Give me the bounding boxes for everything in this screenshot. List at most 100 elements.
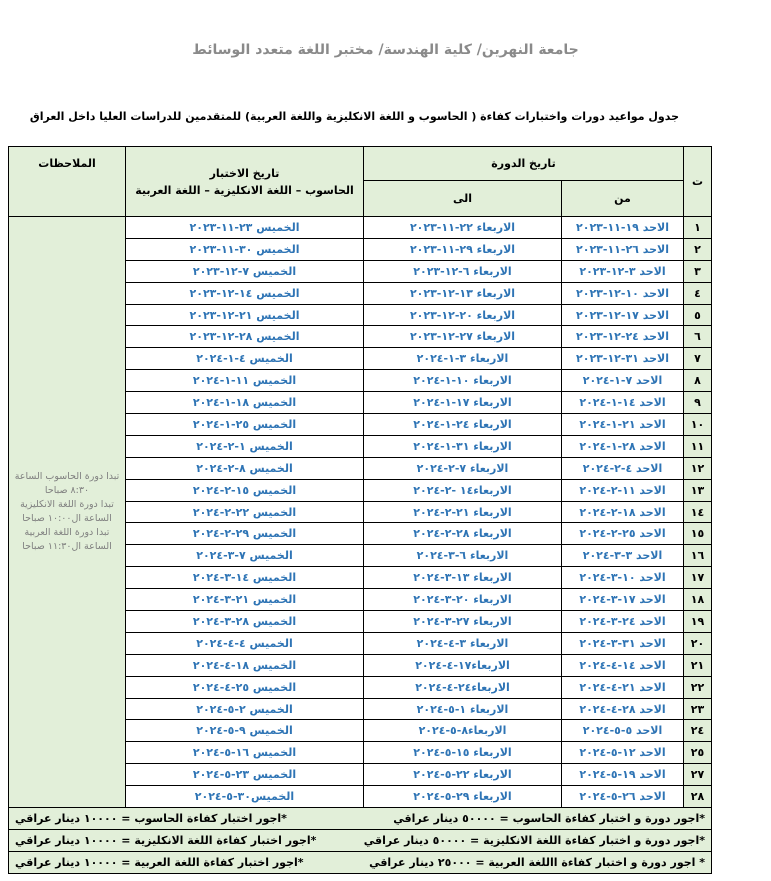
course-to: الاربعاء ٢٩-١١-٢٠٢٣ xyxy=(363,237,562,261)
exam-date: الخميس ١٥-٢-٢٠٢٤ xyxy=(125,478,364,502)
fee-text: * اجور دورة و اختبار كفاءة االلغة العربي… xyxy=(369,856,705,870)
course-from: الاحد ٢٤-٣-٢٠٢٤ xyxy=(561,610,684,633)
course-to: الاربعاء ١٧-١-٢٠٢٤ xyxy=(363,391,562,415)
fee-text: *اجور دورة و اختبار كفاءة الحاسوب = ٥٠٠٠… xyxy=(393,812,705,826)
exam-date: الخميس ٩-٥-٢٠٢٤ xyxy=(125,719,364,743)
row-number: ٥ xyxy=(683,303,712,327)
row-number: ١٢ xyxy=(683,456,712,480)
course-to: الاربعاء ٢٢-١١-٢٠٢٣ xyxy=(363,216,562,239)
course-to: الاربعاء ٦-١٢-٢٠٢٣ xyxy=(363,259,562,283)
header-from: من xyxy=(561,180,684,217)
table-row: ٧ الاحد ٣١-١٢-٢٠٢٣ الاربعاء ٣-١-٢٠٢٤ الخميس… xyxy=(9,347,712,371)
course-to: الاربعاء ٣-١-٢٠٢٤ xyxy=(363,347,562,371)
table-body: ١ الاحد ١٩-١١-٢٠٢٣ الاربعاء ٢٢-١١-٢٠٢٣ الخم… xyxy=(8,215,712,875)
row-number: ٢٨ xyxy=(683,785,712,809)
course-from: الاحد ٥-٥-٢٠٢٤ xyxy=(561,719,684,743)
table-row: ٥ الاحد ١٧-١٢-٢٠٢٣ الاربعاء ٢٠-١٢-٢٠٢٣ الخم… xyxy=(9,303,712,327)
note-line: تبدا دورة اللغة الانكليزية الساعة ال١٠:٠… xyxy=(20,499,114,525)
fee-text: *اجور دورة و اختبار كفاءة اللغة الانكليز… xyxy=(363,834,705,848)
course-from: الاحد ٤-٢-٢٠٢٤ xyxy=(561,456,684,480)
row-number: ٢٠ xyxy=(683,631,712,655)
row-number: ١٣ xyxy=(683,478,712,502)
course-to: الاربعاء ٣١-١-٢٠٢٤ xyxy=(363,434,562,458)
course-from: الاحد ٧-١-٢٠٢٤ xyxy=(561,369,684,393)
exam-date: الخميس ١٤-٣-٢٠٢٤ xyxy=(125,566,364,590)
course-from: الاحد ٢٥-٢-٢٠٢٤ xyxy=(561,522,684,546)
notes-cell: تبدا دورة الحاسوب الساعة ٨:٣٠ صباحا تبدا … xyxy=(8,215,126,809)
course-from: الاحد ٣-٣-٢٠٢٤ xyxy=(561,544,684,568)
note-line: تبدا دورة اللغة العربية الساعة ال١١:٣٠ ص… xyxy=(22,527,112,553)
course-to: الاربعاء ٧-٢-٢٠٢٤ xyxy=(363,456,562,480)
table-row: ١٢ الاحد ٤-٢-٢٠٢٤ الاربعاء ٧-٢-٢٠٢٤ الخميس … xyxy=(9,456,712,480)
row-number: ٨ xyxy=(683,369,712,393)
exam-date: الخميس ١-٢-٢٠٢٤ xyxy=(125,434,364,458)
exam-date: الخميس ٢٨-١٢-٢٠٢٣ xyxy=(125,325,364,349)
course-from: الاحد ٢٨-١-٢٠٢٤ xyxy=(561,434,684,458)
table-row: ٦ الاحد ٢٤-١٢-٢٠٢٣ الاربعاء ٢٧-١٢-٢٠٢٣ الخم… xyxy=(9,325,712,349)
subtitle: جدول مواعيد دورات واختبارات كفاءة ( الحا… xyxy=(29,110,679,123)
table-row: ١١ الاحد ٢٨-١-٢٠٢٤ الاربعاء ٣١-١-٢٠٢٤ الخمي… xyxy=(9,434,712,458)
course-to: الاربعاء ٢٤-١-٢٠٢٤ xyxy=(363,413,562,436)
course-to: الاربعاء ٢٠-١٢-٢٠٢٣ xyxy=(363,303,562,327)
fee-text: *اجور اختبار كفاءة اللغة الانكليزية = ١٠… xyxy=(15,834,317,848)
exam-date: الخميس ١٤-١٢-٢٠٢٣ xyxy=(125,281,364,305)
table-row: ٢٣ الاحد ٢٨-٤-٢٠٢٤ الاربعاء ١-٥-٢٠٢٤ الخميس… xyxy=(9,697,712,721)
course-to: الاربعاء ٢٠-٣-٢٠٢٤ xyxy=(363,588,562,612)
row-number: ١٧ xyxy=(683,566,712,590)
row-number: ٢٣ xyxy=(683,697,712,721)
course-to: الاربعاء٨-٥-٢٠٢٤ xyxy=(363,719,562,743)
exam-date: الخميس ٢٣-١١-٢٠٢٣ xyxy=(125,216,364,239)
header-course-date: تاريخ الدورة xyxy=(363,146,684,181)
header-exam: تاريخ الاختبار الحاسوب – اللغة الانكليزية… xyxy=(125,146,364,217)
course-from: الاحد ٢٦-١١-٢٠٢٣ xyxy=(561,237,684,261)
exam-date: الخميس ٢١-٣-٢٠٢٤ xyxy=(125,588,364,612)
exam-date: الخميس ٢-٥-٢٠٢٤ xyxy=(125,697,364,721)
exam-date: الخميس ٢٢-٢-٢٠٢٤ xyxy=(125,500,364,524)
row-number: ١٠ xyxy=(683,413,712,436)
course-to: الاربعاء٢٤-٤-٢٠٢٤ xyxy=(363,675,562,699)
row-number: ١٤ xyxy=(683,500,712,524)
course-from: الاحد ٣-١٢-٢٠٢٣ xyxy=(561,259,684,283)
row-number: ١١ xyxy=(683,434,712,458)
exam-date: الخميس ١٦-٥-٢٠٢٤ xyxy=(125,741,364,765)
fee-line: *اجور دورة و اختبار كفاءة اللغة الانكليز… xyxy=(15,834,705,847)
exam-date: الخميس ٧-٣-٢٠٢٤ xyxy=(125,544,364,568)
exam-date: الخميس ٢٥-٤-٢٠٢٤ xyxy=(125,675,364,699)
row-number: ٩ xyxy=(683,391,712,415)
course-from: الاحد ١٠-٣-٢٠٢٤ xyxy=(561,566,684,590)
course-from: الاحد ١١-٢-٢٠٢٤ xyxy=(561,478,684,502)
course-from: الاحد ١٤-١-٢٠٢٤ xyxy=(561,391,684,415)
exam-date: الخميس ٢٥-١-٢٠٢٤ xyxy=(125,413,364,436)
course-from: الاحد ٢١-٤-٢٠٢٤ xyxy=(561,675,684,699)
exam-date: الخميس ٨-٢-٢٠٢٤ xyxy=(125,456,364,480)
header-notes: الملاحظات xyxy=(8,146,126,217)
table-row: ٢ الاحد ٢٦-١١-٢٠٢٣ الاربعاء ٢٩-١١-٢٠٢٣ الخم… xyxy=(9,237,712,261)
course-to: الاربعاء ٢٨-٢-٢٠٢٤ xyxy=(363,522,562,546)
row-number: ٤ xyxy=(683,281,712,305)
course-to: الاربعاء ١٣-١٢-٢٠٢٣ xyxy=(363,281,562,305)
course-to: الاربعاء ٢١-٢-٢٠٢٤ xyxy=(363,500,562,524)
exam-date: الخميس ٧-١٢-٢٠٢٣ xyxy=(125,259,364,283)
fee-cell: * اجور دورة و اختبار كفاءة االلغة العربي… xyxy=(8,851,712,875)
exam-date: الخميس ٢٩-٢-٢٠٢٤ xyxy=(125,522,364,546)
exam-date: الخميس ٢٣-٥-٢٠٢٤ xyxy=(125,763,364,787)
table-row: ١٨ الاحد ١٧-٣-٢٠٢٤ الاربعاء ٢٠-٣-٢٠٢٤ الخمي… xyxy=(9,588,712,612)
course-to: الاربعاء ١٠-١-٢٠٢٤ xyxy=(363,369,562,393)
row-number: ١ xyxy=(683,216,712,239)
exam-date: الخميس ١٨-٤-٢٠٢٤ xyxy=(125,653,364,677)
exam-date: الخميس ٤-١-٢٠٢٤ xyxy=(125,347,364,371)
table-row: ١ الاحد ١٩-١١-٢٠٢٣ الاربعاء ٢٢-١١-٢٠٢٣ الخم… xyxy=(8,215,712,809)
exam-date: الخميس٣٠-٥-٢٠٢٤ xyxy=(125,785,364,809)
fee-line: * اجور دورة و اختبار كفاءة االلغة العربي… xyxy=(15,856,705,869)
exam-date: الخميس ١١-١-٢٠٢٤ xyxy=(125,369,364,393)
header-to: الى xyxy=(363,180,562,217)
row-number: ٢٧ xyxy=(683,763,712,787)
table-row: ١٩ الاحد ٢٤-٣-٢٠٢٤ الاربعاء ٢٧-٣-٢٠٢٤ الخمي… xyxy=(9,610,712,633)
course-from: الاحد ١٨-٢-٢٠٢٤ xyxy=(561,500,684,524)
table-row: ٢٥ الاحد ١٢-٥-٢٠٢٤ الاربعاء ١٥-٥-٢٠٢٤ الخمي… xyxy=(9,741,712,765)
course-from: الاحد ١٩-٥-٢٠٢٤ xyxy=(561,763,684,787)
course-from: الاحد ٢١-١-٢٠٢٤ xyxy=(561,413,684,436)
table-row: ٢٢ الاحد ٢١-٤-٢٠٢٤ الاربعاء٢٤-٤-٢٠٢٤ الخميس… xyxy=(9,675,712,699)
table-row: ١٣ الاحد ١١-٢-٢٠٢٤ الاربعاء١٤ -٢-٢٠٢٤ الخمي… xyxy=(9,478,712,502)
